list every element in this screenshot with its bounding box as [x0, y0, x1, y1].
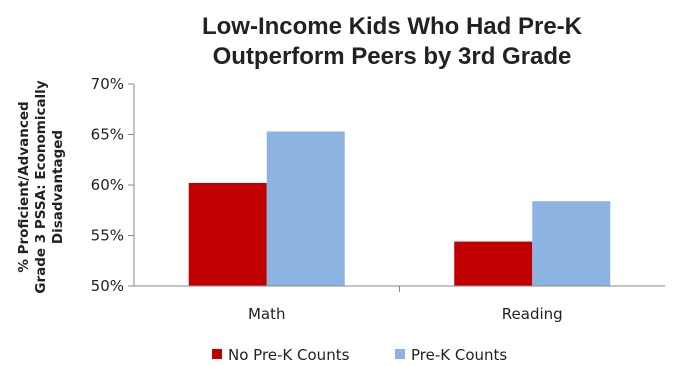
- y-axis-ticks: 50% 55% 60% 65% 70%: [91, 75, 134, 295]
- chart-title-line-2: Outperform Peers by 3rd Grade: [213, 43, 572, 70]
- x-axis-ticks: Math Reading: [248, 286, 563, 323]
- legend: No Pre-K Counts Pre-K Counts: [212, 346, 507, 364]
- x-tick-label: Math: [248, 305, 286, 323]
- y-tick-label: 60%: [91, 176, 124, 194]
- y-axis-label-line-3: Disadvantaged: [50, 130, 66, 244]
- bar-no-pre-k-reading: [454, 241, 533, 286]
- x-tick-label: Reading: [502, 305, 563, 323]
- y-axis-label-line-1: % Proficient/Advanced: [16, 101, 32, 272]
- y-axis-label: % Proficient/Advanced Grade 3 PSSA: Econ…: [16, 80, 66, 293]
- chart-title-line-1: Low-Income Kids Who Had Pre-K: [202, 13, 583, 40]
- y-tick-label: 65%: [91, 126, 124, 144]
- bar-pre-k-math: [266, 131, 345, 286]
- y-axis-label-line-2: Grade 3 PSSA: Economically: [33, 80, 49, 293]
- bars: [188, 131, 611, 286]
- bar-no-pre-k-math: [188, 182, 267, 286]
- legend-swatch-no-pre-k: [212, 349, 222, 359]
- y-tick-label: 70%: [91, 75, 124, 93]
- legend-label-pre-k: Pre-K Counts: [411, 346, 507, 364]
- bar-pre-k-reading: [532, 201, 611, 286]
- y-tick-label: 55%: [91, 227, 124, 245]
- legend-swatch-pre-k: [395, 349, 405, 359]
- y-tick-label: 50%: [91, 277, 124, 295]
- legend-label-no-pre-k: No Pre-K Counts: [228, 346, 350, 364]
